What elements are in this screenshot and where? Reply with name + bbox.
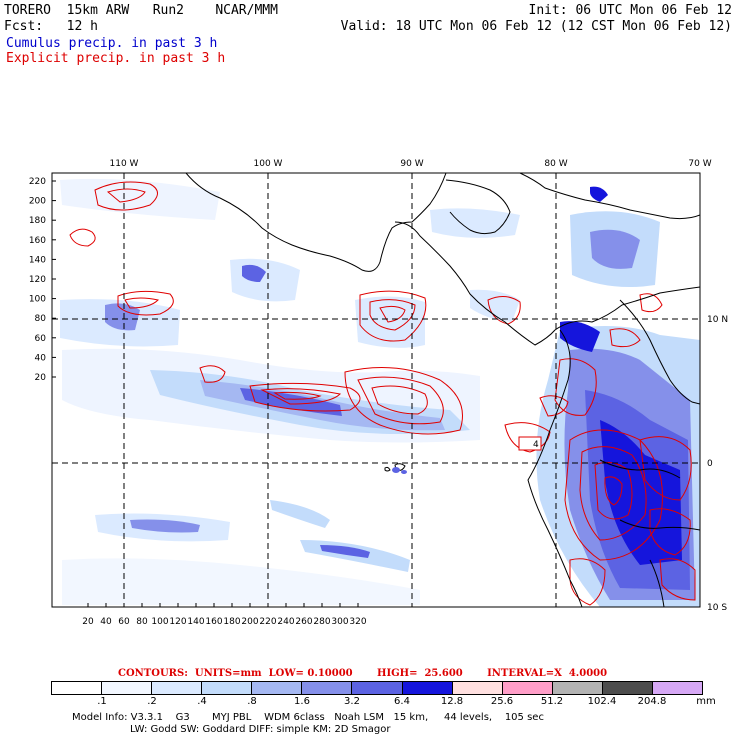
- legend-swatch: [652, 682, 703, 694]
- bottom-tick-label: 280: [313, 617, 330, 627]
- bottom-tick-label: 320: [349, 617, 366, 627]
- contour-highlight-box: [518, 436, 542, 451]
- bottom-tick-label: 200: [241, 617, 258, 627]
- left-tick-label: 120: [29, 275, 46, 285]
- right-lat-label: 0: [707, 459, 713, 469]
- color-legend-bar: [51, 681, 703, 695]
- bottom-tick-label: 160: [205, 617, 222, 627]
- legend-swatch: [402, 682, 453, 694]
- forecast-hour: Fcst: 12 h: [4, 19, 98, 34]
- explicit-precip-contours: [69, 181, 696, 606]
- bottom-tick-label: 240: [277, 617, 294, 627]
- legend-swatch: [502, 682, 553, 694]
- legend-label: .8: [247, 696, 257, 707]
- legend-swatch: [452, 682, 503, 694]
- legend-swatch: [102, 682, 153, 694]
- legend-label: .4: [197, 696, 207, 707]
- coastlines: [185, 173, 700, 607]
- map-frame: [51, 172, 701, 608]
- top-lon-label: 80 W: [544, 159, 567, 169]
- legend-swatch: [202, 682, 253, 694]
- left-tick-label: 60: [35, 334, 47, 344]
- legend-label: 3.2: [344, 696, 360, 707]
- left-tick-label: 20: [35, 373, 47, 383]
- legend-label: .2: [147, 696, 157, 707]
- left-tick-label: 220: [29, 177, 46, 187]
- legend-label: 51.2: [540, 696, 564, 707]
- left-tick-label: 140: [29, 255, 46, 265]
- cumulus-precip-label: Cumulus precip. in past 3 h: [6, 36, 218, 51]
- lat-lon-grid: [52, 173, 700, 607]
- galapagos-precip: [392, 467, 407, 474]
- model-info-line1: Model Info: V3.3.1 G3 MYJ PBL WDM 6class…: [72, 712, 544, 723]
- legend-swatch: [52, 682, 103, 694]
- legend-label: 204.8: [637, 696, 667, 707]
- legend-swatch: [602, 682, 653, 694]
- valid-time: Valid: 18 UTC Mon 06 Feb 12 (12 CST Mon …: [340, 19, 732, 34]
- legend-swatch: [252, 682, 303, 694]
- bottom-tick-label: 260: [295, 617, 312, 627]
- model-info-line2: LW: Godd SW: Goddard DIFF: simple KM: 2D…: [130, 724, 391, 735]
- legend-swatch: [352, 682, 403, 694]
- explicit-precip-label: Explicit precip. in past 3 h: [6, 51, 226, 66]
- bottom-tick-label: 80: [136, 617, 148, 627]
- right-lat-label: 10 N: [707, 315, 728, 325]
- top-lon-label: 90 W: [400, 159, 423, 169]
- legend-swatch: [302, 682, 353, 694]
- legend-label: 12.8: [440, 696, 464, 707]
- precip-fields: [60, 173, 700, 607]
- legend-label: 102.4: [587, 696, 617, 707]
- left-tick-label: 40: [35, 353, 47, 363]
- bottom-tick-label: 300: [331, 617, 348, 627]
- left-tick-label: 100: [29, 295, 46, 305]
- top-lon-label: 70 W: [688, 159, 711, 169]
- cumulus-precip-shading: [60, 178, 700, 607]
- bottom-tick-label: 100: [151, 617, 168, 627]
- legend-label: 6.4: [394, 696, 410, 707]
- left-tick-label: 180: [29, 216, 46, 226]
- legend-label: 25.6: [490, 696, 514, 707]
- legend-swatch: [152, 682, 203, 694]
- legend-unit: mm: [696, 696, 716, 707]
- contour-info: CONTOURS: UNITS=mm LOW= 0.10000 HIGH= 25…: [118, 668, 608, 679]
- right-lat-label: 10 S: [707, 603, 727, 613]
- top-lon-label: 100 W: [254, 159, 283, 169]
- model-run-title: TORERO 15km ARW Run2 NCAR/MMM: [4, 3, 278, 18]
- bottom-tick-label: 220: [259, 617, 276, 627]
- bottom-tick-label: 60: [118, 617, 130, 627]
- bottom-tick-label: 180: [223, 617, 240, 627]
- left-tick-label: 200: [29, 197, 46, 207]
- bottom-tick-label: 120: [169, 617, 186, 627]
- left-tick-label: 160: [29, 236, 46, 246]
- top-lon-label: 110 W: [110, 159, 139, 169]
- left-tick-label: 80: [35, 314, 47, 324]
- contour-highlight-label: 4: [533, 440, 539, 450]
- legend-label: 1.6: [294, 696, 310, 707]
- bottom-tick-label: 20: [82, 617, 94, 627]
- init-time: Init: 06 UTC Mon 06 Feb 12: [528, 3, 733, 18]
- bottom-tick-label: 140: [187, 617, 204, 627]
- legend-swatch: [552, 682, 603, 694]
- bottom-tick-label: 40: [100, 617, 112, 627]
- legend-label: .1: [97, 696, 107, 707]
